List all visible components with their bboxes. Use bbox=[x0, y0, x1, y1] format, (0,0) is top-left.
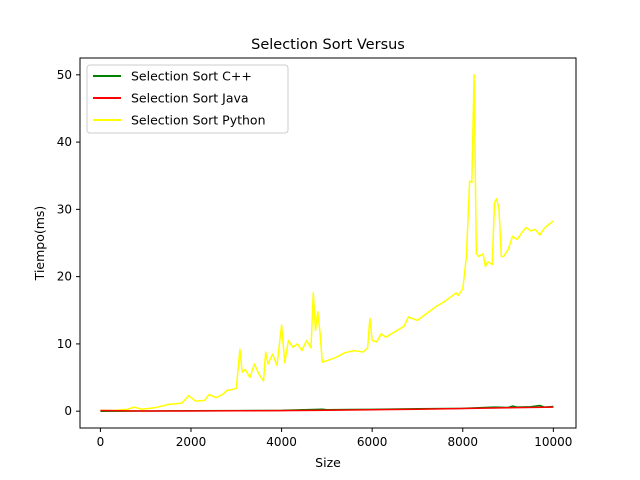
series-line-2 bbox=[100, 74, 554, 412]
y-tick-label: 0 bbox=[64, 404, 72, 418]
legend-label-0: Selection Sort C++ bbox=[131, 69, 252, 84]
y-tick-label: 50 bbox=[57, 68, 72, 82]
legend-label-2: Selection Sort Python bbox=[131, 113, 266, 128]
x-tick-label: 4000 bbox=[266, 435, 297, 449]
x-tick-label: 10000 bbox=[534, 435, 572, 449]
x-tick-label: 8000 bbox=[447, 435, 478, 449]
x-axis: 0 2000 4000 6000 8000 10000 bbox=[97, 428, 572, 449]
plot-frame bbox=[79, 57, 577, 429]
y-axis: 0 10 20 30 40 50 bbox=[57, 68, 80, 418]
x-axis-label: Size bbox=[315, 455, 341, 470]
y-tick-label: 30 bbox=[57, 202, 72, 216]
y-tick-label: 20 bbox=[57, 270, 72, 284]
legend: Selection Sort C++ Selection Sort Java Sel… bbox=[86, 64, 289, 134]
y-axis-label: Tiempo(ms) bbox=[32, 206, 47, 282]
legend-box bbox=[86, 64, 289, 134]
x-tick-label: 2000 bbox=[176, 435, 207, 449]
y-tick-label: 10 bbox=[57, 337, 72, 351]
y-tick-label: 40 bbox=[57, 135, 72, 149]
series-layer bbox=[100, 74, 554, 412]
chart-title: Selection Sort Versus bbox=[251, 37, 405, 53]
x-tick-label: 6000 bbox=[357, 435, 388, 449]
x-tick-label: 0 bbox=[97, 435, 105, 449]
series-line-1 bbox=[100, 406, 554, 412]
legend-label-1: Selection Sort Java bbox=[131, 91, 249, 106]
